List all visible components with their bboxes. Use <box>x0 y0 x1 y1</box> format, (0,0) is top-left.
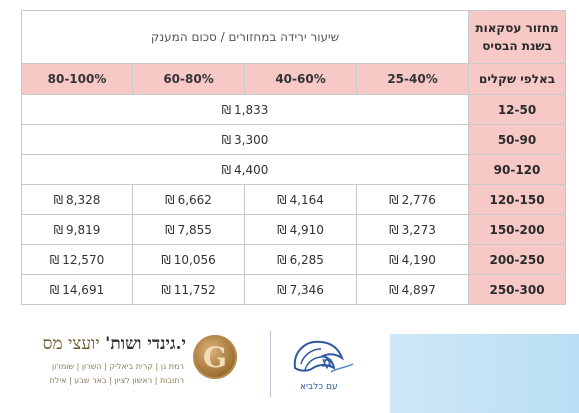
firm-name-secondary: יועצי מס <box>42 334 106 354</box>
footer-divider <box>270 331 271 397</box>
table-row: 12-50 ₪ 1,833 <box>20 94 567 125</box>
currency-symbol: ₪ <box>277 282 287 297</box>
cell-value: 4,190 <box>401 252 436 267</box>
currency-symbol: ₪ <box>277 222 287 237</box>
blue-panel <box>390 334 579 413</box>
value-cell: ₪ 4,190 <box>356 244 470 275</box>
currency-symbol: ₪ <box>389 192 399 207</box>
range-header: 25-40% <box>356 63 470 95</box>
corner-line1: מחזור עסקאות <box>475 21 559 35</box>
value-cell: ₪ 8,328 <box>20 184 134 215</box>
currency-symbol: ₪ <box>53 192 64 207</box>
firm-branches-line2: רחובות | ראשון לציון | באר שבע | אילת <box>49 376 184 385</box>
lion-caption: עם כלביא <box>300 382 338 392</box>
currency-symbol: ₪ <box>165 222 175 237</box>
currency-symbol: ₪ <box>49 282 60 297</box>
merged-value: 4,400 <box>234 162 269 177</box>
row-label: 150-200 <box>468 214 567 245</box>
subheader-label: באלפי שקלים <box>468 63 567 95</box>
merged-value-cell: ₪ 4,400 <box>20 154 470 185</box>
value-cell: ₪ 6,662 <box>132 184 246 215</box>
cell-value: 6,662 <box>177 192 212 207</box>
footer: י.גינדי ושות' יועצי מס רמת גן | קרית ביא… <box>0 312 579 413</box>
range-header: 60-80% <box>132 63 246 95</box>
value-cell: ₪ 2,776 <box>356 184 470 215</box>
table-row: 250-300 ₪ 4,897 ₪ 7,346 ₪ 11,752 ₪ 14,691 <box>20 274 567 305</box>
row-label: 50-90 <box>468 124 567 155</box>
value-cell: ₪ 14,691 <box>20 274 134 305</box>
cell-value: 4,897 <box>401 282 436 297</box>
value-cell: ₪ 12,570 <box>20 244 134 275</box>
currency-symbol: ₪ <box>49 252 60 267</box>
value-cell: ₪ 6,285 <box>244 244 358 275</box>
range-header: 40-60% <box>244 63 358 95</box>
cell-value: 4,164 <box>289 192 324 207</box>
cell-value: 3,273 <box>401 222 436 237</box>
cell-value: 2,776 <box>401 192 436 207</box>
main-header: שיעור ירידה במחזורים / סכום המענק <box>20 10 470 64</box>
firm-branches-line1: רמת גן | קרית ביאליק | השרון | שומרון <box>51 362 184 371</box>
currency-symbol: ₪ <box>389 282 399 297</box>
row-label: 120-150 <box>468 184 567 215</box>
row-label: 250-300 <box>468 274 567 305</box>
currency-symbol: ₪ <box>221 102 232 117</box>
value-cell: ₪ 7,855 <box>132 214 246 245</box>
currency-symbol: ₪ <box>389 222 399 237</box>
corner-header: מחזור עסקאות בשנת הבסיס <box>468 10 567 64</box>
merged-value-cell: ₪ 3,300 <box>20 124 470 155</box>
cell-value: 11,752 <box>173 282 216 297</box>
currency-symbol: ₪ <box>389 252 399 267</box>
grant-table: מחזור עסקאות בשנת הבסיס שיעור ירידה במחז… <box>20 10 567 305</box>
currency-symbol: ₪ <box>277 252 287 267</box>
merged-value: 3,300 <box>234 132 269 147</box>
cell-value: 4,910 <box>289 222 324 237</box>
value-cell: ₪ 4,897 <box>356 274 470 305</box>
cell-value: 6,285 <box>289 252 324 267</box>
firm-name-primary: י.גינדי ושות' <box>105 334 186 354</box>
value-cell: ₪ 9,819 <box>20 214 134 245</box>
lion-logo-icon <box>293 340 354 373</box>
corner-line2: בשנת הבסיס <box>482 39 552 53</box>
currency-symbol: ₪ <box>221 132 232 147</box>
value-cell: ₪ 7,346 <box>244 274 358 305</box>
cell-value: 10,056 <box>173 252 216 267</box>
merged-value: 1,833 <box>234 102 269 117</box>
table-row: 150-200 ₪ 3,273 ₪ 4,910 ₪ 7,855 ₪ 9,819 <box>20 214 567 245</box>
cell-value: 7,346 <box>289 282 324 297</box>
table-row: 200-250 ₪ 4,190 ₪ 6,285 ₪ 10,056 ₪ 12,570 <box>20 244 567 275</box>
table-row: 120-150 ₪ 2,776 ₪ 4,164 ₪ 6,662 ₪ 8,328 <box>20 184 567 215</box>
cell-value: 8,328 <box>66 192 101 207</box>
value-cell: ₪ 11,752 <box>132 274 246 305</box>
currency-symbol: ₪ <box>221 162 232 177</box>
cell-value: 12,570 <box>62 252 105 267</box>
row-label: 90-120 <box>468 154 567 185</box>
currency-symbol: ₪ <box>277 192 287 207</box>
coin-logo-icon: G <box>193 335 237 379</box>
currency-symbol: ₪ <box>161 252 171 267</box>
firm-name: י.גינדי ושות' יועצי מס <box>43 334 186 354</box>
coin-letter: G <box>203 340 227 374</box>
table-row: 50-90 ₪ 3,300 <box>20 124 567 155</box>
currency-symbol: ₪ <box>53 222 64 237</box>
value-cell: ₪ 4,164 <box>244 184 358 215</box>
row-label: 200-250 <box>468 244 567 275</box>
value-cell: ₪ 4,910 <box>244 214 358 245</box>
merged-value-cell: ₪ 1,833 <box>20 94 470 125</box>
cell-value: 14,691 <box>62 282 105 297</box>
currency-symbol: ₪ <box>161 282 171 297</box>
value-cell: ₪ 3,273 <box>356 214 470 245</box>
cell-value: 7,855 <box>177 222 212 237</box>
table-row: 90-120 ₪ 4,400 <box>20 154 567 185</box>
cell-value: 9,819 <box>66 222 101 237</box>
range-header: 80-100% <box>20 63 134 95</box>
value-cell: ₪ 10,056 <box>132 244 246 275</box>
row-label: 12-50 <box>468 94 567 125</box>
currency-symbol: ₪ <box>165 192 175 207</box>
